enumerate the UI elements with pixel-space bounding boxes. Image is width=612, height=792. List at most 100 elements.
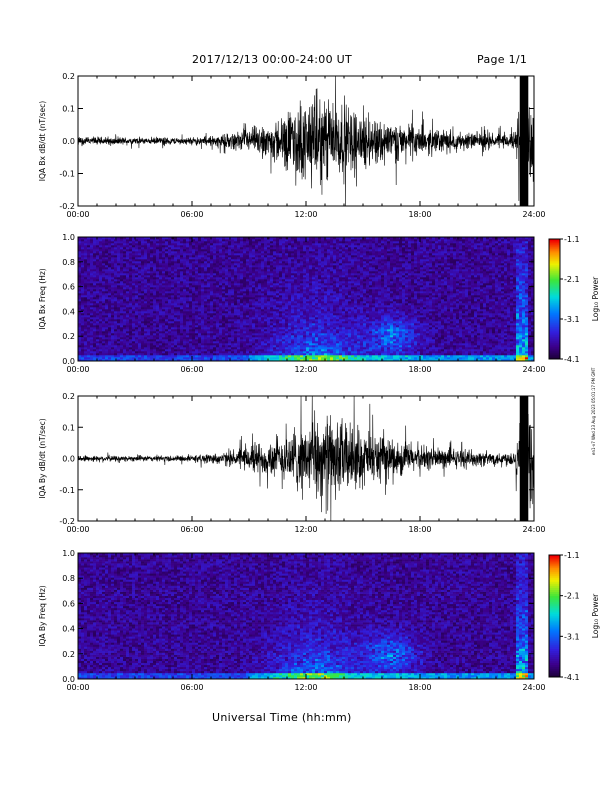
heatmap-cell	[186, 343, 189, 345]
heatmap-cell	[189, 295, 192, 297]
heatmap-cell	[225, 277, 228, 279]
heatmap-cell	[102, 289, 105, 291]
heatmap-cell	[120, 349, 123, 351]
heatmap-cell	[261, 243, 264, 245]
heatmap-cell	[261, 273, 264, 275]
heatmap-cell	[288, 347, 291, 349]
heatmap-cell	[81, 255, 84, 257]
heatmap-cell	[84, 327, 87, 329]
heatmap-cell	[210, 343, 213, 345]
heatmap-cell	[177, 331, 180, 333]
heatmap-cell	[162, 347, 165, 349]
heatmap-cell	[249, 353, 252, 355]
heatmap-cell	[237, 315, 240, 317]
heatmap-cell	[303, 319, 306, 321]
heatmap-cell	[174, 243, 177, 245]
heatmap-cell	[309, 333, 312, 335]
heatmap-cell	[270, 241, 273, 243]
heatmap-cell	[114, 339, 117, 341]
heatmap-cell	[198, 345, 201, 347]
heatmap-cell	[147, 281, 150, 283]
heatmap-cell	[183, 261, 186, 263]
heatmap-cell	[90, 341, 93, 343]
heatmap-cell	[267, 311, 270, 313]
heatmap-cell	[258, 355, 261, 357]
heatmap-cell	[309, 241, 312, 243]
heatmap-cell	[213, 287, 216, 289]
heatmap-cell	[198, 325, 201, 327]
heatmap-cell	[315, 323, 318, 325]
heatmap-cell	[255, 305, 258, 307]
heatmap-cell	[300, 331, 303, 333]
heatmap-cell	[213, 267, 216, 269]
heatmap-cell	[186, 297, 189, 299]
heatmap-cell	[114, 297, 117, 299]
heatmap-cell	[189, 347, 192, 349]
heatmap-cell	[294, 239, 297, 241]
heatmap-cell	[117, 301, 120, 303]
heatmap-cell	[222, 301, 225, 303]
heatmap-cell	[276, 303, 279, 305]
heatmap-cell	[306, 283, 309, 285]
heatmap-cell	[255, 241, 258, 243]
heatmap-cell	[312, 279, 315, 281]
heatmap-cell	[192, 255, 195, 257]
heatmap-cell	[222, 307, 225, 309]
heatmap-cell	[183, 251, 186, 253]
heatmap-cell	[117, 279, 120, 281]
heatmap-cell	[84, 317, 87, 319]
heatmap-cell	[285, 333, 288, 335]
heatmap-cell	[267, 337, 270, 339]
heatmap-cell	[189, 301, 192, 303]
heatmap-cell	[291, 331, 294, 333]
heatmap-cell	[192, 303, 195, 305]
heatmap-cell	[153, 299, 156, 301]
heatmap-cell	[102, 299, 105, 301]
heatmap-cell	[303, 261, 306, 263]
heatmap-cell	[207, 297, 210, 299]
heatmap-cell	[216, 307, 219, 309]
heatmap-cell	[198, 267, 201, 269]
heatmap-cell	[231, 273, 234, 275]
heatmap-cell	[216, 331, 219, 333]
heatmap-cell	[273, 327, 276, 329]
heatmap-cell	[285, 353, 288, 355]
heatmap-cell	[81, 263, 84, 265]
heatmap-cell	[240, 345, 243, 347]
heatmap-cell	[237, 317, 240, 319]
heatmap-cell	[87, 245, 90, 247]
heatmap-cell	[273, 293, 276, 295]
heatmap-cell	[222, 337, 225, 339]
heatmap-cell	[309, 259, 312, 261]
heatmap-cell	[273, 331, 276, 333]
heatmap-cell	[213, 273, 216, 275]
heatmap-cell	[93, 253, 96, 255]
heatmap-cell	[264, 249, 267, 251]
heatmap-cell	[285, 269, 288, 271]
heatmap-cell	[285, 255, 288, 257]
y-tick-label: -0.1	[59, 170, 75, 179]
heatmap-cell	[87, 353, 90, 355]
heatmap-cell	[246, 283, 249, 285]
heatmap-cell	[285, 355, 288, 357]
heatmap-cell	[276, 337, 279, 339]
heatmap-cell	[243, 317, 246, 319]
heatmap-cell	[282, 307, 285, 309]
heatmap-cell	[90, 301, 93, 303]
heatmap-cell	[192, 291, 195, 293]
heatmap-cell	[249, 311, 252, 313]
heatmap-cell	[267, 309, 270, 311]
heatmap-cell	[216, 351, 219, 353]
heatmap-cell	[150, 271, 153, 273]
heatmap-cell	[99, 243, 102, 245]
heatmap-cell	[180, 247, 183, 249]
heatmap-cell	[84, 347, 87, 349]
heatmap-cell	[99, 279, 102, 281]
heatmap-cell	[150, 259, 153, 261]
heatmap-cell	[249, 281, 252, 283]
heatmap-cell	[93, 281, 96, 283]
heatmap-cell	[150, 279, 153, 281]
heatmap-cell	[120, 337, 123, 339]
heatmap-cell	[147, 339, 150, 341]
heatmap-cell	[243, 287, 246, 289]
